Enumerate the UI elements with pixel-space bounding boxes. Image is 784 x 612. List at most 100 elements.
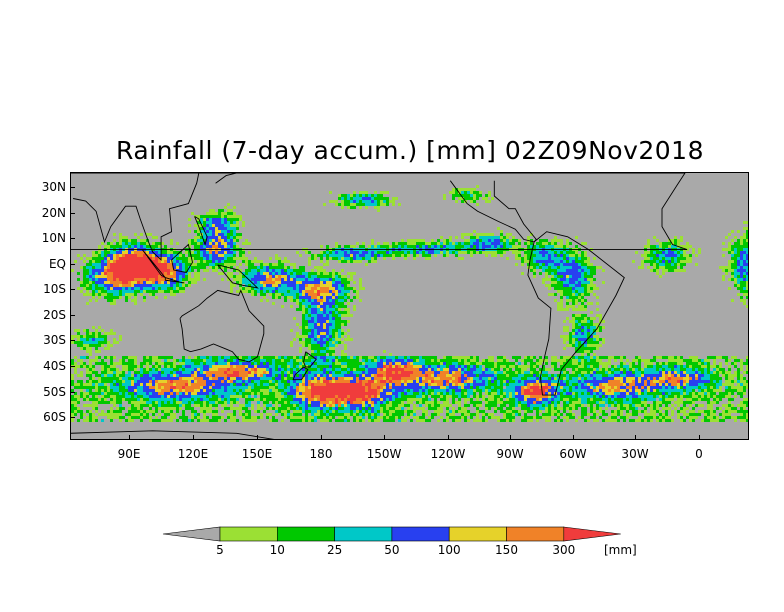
rain-cell (662, 362, 665, 365)
rain-cell (701, 365, 704, 368)
rain-cell (305, 293, 308, 296)
rain-cell (743, 257, 746, 260)
rain-cell (371, 254, 374, 257)
rain-cell (461, 365, 464, 368)
rain-cell (149, 290, 152, 293)
rain-cell (329, 299, 332, 302)
rain-cell (542, 257, 545, 260)
rain-cell (320, 305, 323, 308)
rain-cell (467, 368, 470, 371)
rain-cell (359, 257, 362, 260)
rain-cell (341, 362, 344, 365)
rain-cell (188, 251, 191, 254)
rain-cell (548, 251, 551, 254)
rain-cell (560, 272, 563, 275)
rain-cell (626, 368, 629, 371)
rain-cell (725, 269, 728, 272)
rain-cell (182, 371, 185, 374)
rain-cell (215, 254, 218, 257)
rain-cell (236, 362, 239, 365)
rain-cell (134, 281, 137, 284)
rain-cell (449, 365, 452, 368)
rain-cell (332, 287, 335, 290)
rain-cell (596, 365, 599, 368)
rain-cell (674, 245, 677, 248)
rain-cell (398, 242, 401, 245)
rain-cell (734, 356, 737, 359)
rain-cell (479, 371, 482, 374)
rain-cell (512, 371, 515, 374)
rain-cell (170, 371, 173, 374)
rain-cell (269, 278, 272, 281)
rain-cell (494, 251, 497, 254)
rain-cell (500, 380, 503, 383)
rain-cell (221, 260, 224, 263)
rain-cell (338, 317, 341, 320)
rain-cell (566, 371, 569, 374)
rain-cell (239, 278, 242, 281)
rain-cell (596, 323, 599, 326)
rain-cell (86, 332, 89, 335)
rain-cell (74, 365, 77, 368)
rain-cell (533, 365, 536, 368)
rain-cell (605, 365, 608, 368)
rain-cell (683, 377, 686, 380)
rain-cell (245, 281, 248, 284)
rain-cell (590, 326, 593, 329)
rain-cell (107, 269, 110, 272)
rain-cell (368, 374, 371, 377)
rain-cell (323, 290, 326, 293)
rain-cell (131, 368, 134, 371)
rain-cell (314, 353, 317, 356)
rain-cell (452, 245, 455, 248)
rain-cell (206, 263, 209, 266)
rain-cell (89, 377, 92, 380)
rain-cell (521, 377, 524, 380)
rain-cell (185, 374, 188, 377)
rain-cell (335, 368, 338, 371)
rain-cell (389, 200, 392, 203)
rain-cell (206, 377, 209, 380)
rain-cell (203, 257, 206, 260)
rain-cell (152, 236, 155, 239)
rain-cell (161, 380, 164, 383)
rain-cell (683, 365, 686, 368)
rain-cell (470, 194, 473, 197)
rain-cell (149, 293, 152, 296)
rain-cell (569, 263, 572, 266)
rain-cell (92, 284, 95, 287)
rain-cell (713, 374, 716, 377)
rain-cell (92, 266, 95, 269)
rain-cell (239, 356, 242, 359)
rain-cell (191, 242, 194, 245)
rain-cell (563, 263, 566, 266)
rain-cell (566, 377, 569, 380)
rain-cell (599, 314, 602, 317)
rain-cell (566, 293, 569, 296)
rain-cell (368, 245, 371, 248)
rain-cell (185, 377, 188, 380)
rain-cell (437, 377, 440, 380)
rain-cell (317, 296, 320, 299)
rain-cell (710, 374, 713, 377)
rain-cell (329, 290, 332, 293)
rain-cell (86, 278, 89, 281)
rain-cell (638, 377, 641, 380)
rain-cell (368, 197, 371, 200)
rain-cell (737, 251, 740, 254)
rain-cell (179, 251, 182, 254)
rain-cell (203, 371, 206, 374)
rain-cell (248, 380, 251, 383)
rain-cell (320, 326, 323, 329)
rain-cell (89, 266, 92, 269)
rain-cell (470, 356, 473, 359)
rain-cell (281, 356, 284, 359)
rain-cell (197, 368, 200, 371)
rain-cell (308, 365, 311, 368)
rain-cell (164, 272, 167, 275)
rain-cell (209, 224, 212, 227)
rain-cell (329, 320, 332, 323)
rain-cell (452, 197, 455, 200)
rain-cell (314, 374, 317, 377)
rain-cell (308, 251, 311, 254)
